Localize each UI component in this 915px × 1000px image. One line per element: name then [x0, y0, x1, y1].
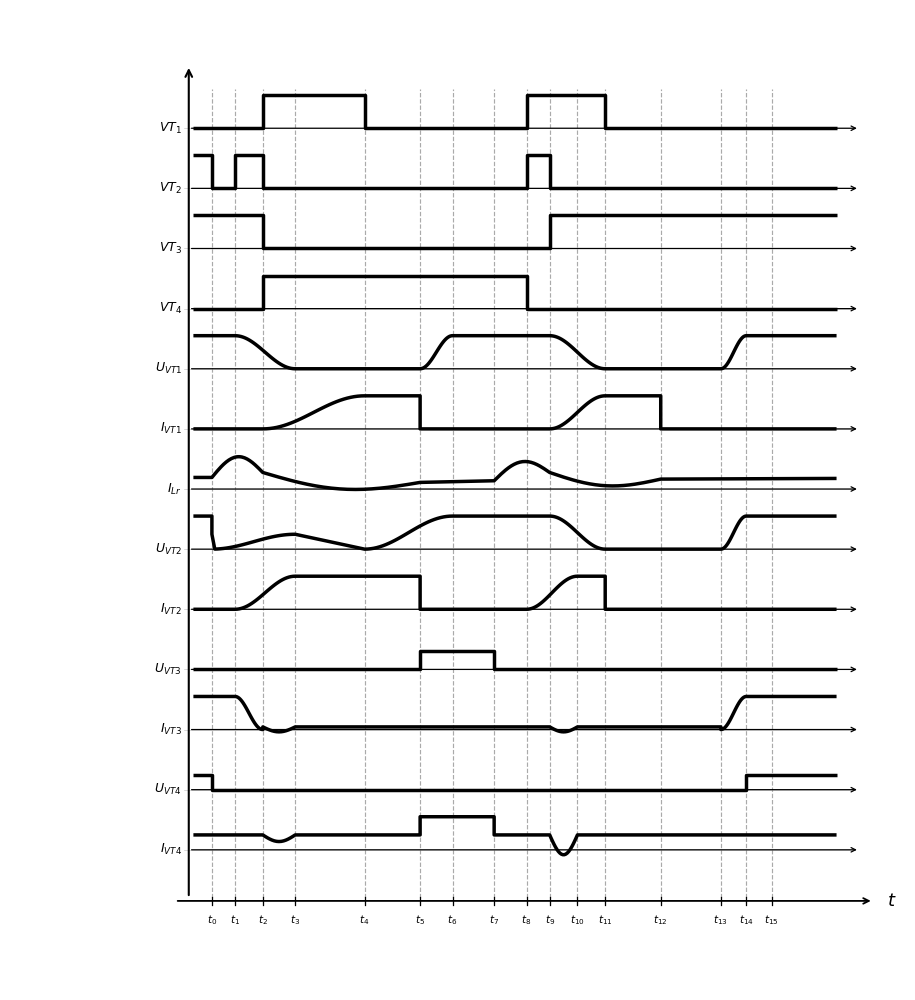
- Text: $t_{11}$: $t_{11}$: [597, 913, 612, 927]
- Text: $VT_4$: $VT_4$: [158, 301, 182, 316]
- Text: $U_{VT2}$: $U_{VT2}$: [155, 542, 182, 557]
- Text: $VT_3$: $VT_3$: [159, 241, 182, 256]
- Text: $t_{15}$: $t_{15}$: [764, 913, 779, 927]
- Text: $VT_2$: $VT_2$: [159, 181, 182, 196]
- Text: $t_2$: $t_2$: [258, 913, 268, 927]
- Text: $t_8$: $t_8$: [522, 913, 532, 927]
- Text: $t_{13}$: $t_{13}$: [714, 913, 728, 927]
- Text: $t_4$: $t_4$: [360, 913, 370, 927]
- Text: $t_{10}$: $t_{10}$: [570, 913, 585, 927]
- Text: $VT_1$: $VT_1$: [159, 121, 182, 136]
- Text: $I_{Lr}$: $I_{Lr}$: [167, 481, 182, 497]
- Text: $t_5$: $t_5$: [415, 913, 425, 927]
- Text: $U_{VT4}$: $U_{VT4}$: [155, 782, 182, 797]
- Text: $t_7$: $t_7$: [490, 913, 500, 927]
- Text: $I_{VT2}$: $I_{VT2}$: [160, 602, 182, 617]
- Text: $t_{12}$: $t_{12}$: [653, 913, 668, 927]
- Text: $t$: $t$: [888, 892, 897, 910]
- Text: $U_{VT1}$: $U_{VT1}$: [155, 361, 182, 376]
- Text: $t_0$: $t_0$: [207, 913, 217, 927]
- Text: $t_9$: $t_9$: [544, 913, 554, 927]
- Text: $t_{14}$: $t_{14}$: [739, 913, 754, 927]
- Text: $U_{VT3}$: $U_{VT3}$: [155, 662, 182, 677]
- Text: $t_6$: $t_6$: [447, 913, 458, 927]
- Text: $t_3$: $t_3$: [290, 913, 300, 927]
- Text: $t_1$: $t_1$: [230, 913, 240, 927]
- Text: $I_{VT4}$: $I_{VT4}$: [160, 842, 182, 857]
- Text: $I_{VT1}$: $I_{VT1}$: [160, 421, 182, 436]
- Text: $I_{VT3}$: $I_{VT3}$: [160, 722, 182, 737]
